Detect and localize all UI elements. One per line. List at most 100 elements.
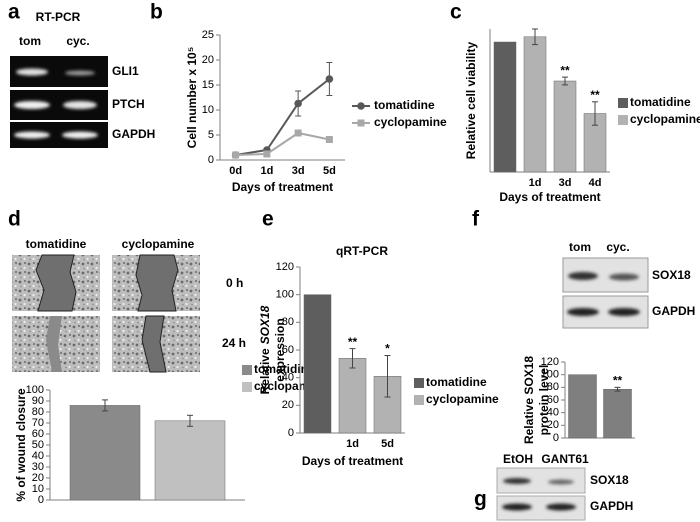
y-tick-label: 5 (208, 129, 214, 141)
bar (523, 36, 547, 173)
gel-band (14, 101, 50, 109)
y-tick-label: 0 (208, 154, 214, 166)
y-tick-label: 10 (32, 483, 44, 495)
data-point (325, 136, 333, 143)
y-tick-label: 0 (38, 494, 44, 506)
legend-label: cyclopamine (426, 392, 499, 406)
blot-g: EtOH GANT61 SOX18 GAPDH (496, 452, 633, 521)
y-tick-label: 100 (276, 289, 294, 301)
y-tick-label: 40 (547, 407, 559, 419)
wound-gap (141, 315, 167, 373)
y-tick-label: 120 (541, 356, 559, 368)
bar (154, 420, 226, 501)
y-tick-label: 40 (32, 450, 44, 462)
panel-letter: f (472, 208, 480, 231)
column-label: cyclopamine (122, 237, 195, 251)
legend-label: cyclopamine (374, 115, 447, 129)
row-label: SOX18 (590, 473, 629, 487)
gel-band (14, 131, 50, 139)
blot-band (546, 503, 576, 511)
y-tick-label: 80 (282, 316, 294, 328)
x-tick-label: 4d (589, 177, 602, 189)
bar (553, 80, 577, 173)
y-axis-label: % of wound closure (14, 388, 28, 502)
gel-band (63, 101, 97, 109)
significance: ** (560, 63, 570, 77)
y-tick-label: 80 (32, 406, 44, 418)
panel-letter: a (8, 1, 20, 24)
y-tick-label: 20 (282, 399, 294, 411)
y-axis-label-part: protein level (537, 365, 551, 436)
data-point (294, 99, 302, 108)
gel-a: RT-PCR tom cyc. GLI1 PTCH GAPDH (10, 10, 155, 148)
x-tick-label: 0d (229, 165, 242, 177)
gel-band (62, 131, 98, 139)
chart-title: qRT-PCR (336, 244, 388, 258)
blot-band (609, 273, 639, 281)
legend-swatch (242, 382, 252, 392)
y-axis-label-part: Relative (258, 348, 272, 394)
bar (493, 41, 517, 173)
row-label: GAPDH (590, 499, 633, 513)
y-axis-label-part: expression (273, 318, 287, 381)
y-tick-label: 20 (202, 54, 214, 66)
series-line (235, 131, 330, 156)
blot-band (503, 478, 531, 484)
lane-label: tom (19, 34, 41, 48)
x-axis-label: Days of treatment (302, 454, 403, 468)
y-tick-label: 90 (32, 395, 44, 407)
significance: ** (613, 374, 623, 388)
row-label: GAPDH (652, 304, 695, 318)
wound-gap (35, 254, 77, 312)
legend-label: tomatidine (374, 98, 435, 112)
row-label: GAPDH (112, 127, 155, 141)
legend-swatch (414, 378, 424, 388)
legend-label: tomatidine (630, 95, 691, 109)
panel-letter: g (474, 488, 487, 511)
blot-band (502, 503, 532, 511)
y-tick-label: 50 (32, 439, 44, 451)
data-point (325, 75, 334, 83)
series-line (235, 78, 330, 156)
legend-label: tomatidine (426, 375, 487, 389)
y-tick-label: 100 (26, 384, 44, 396)
row-label: PTCH (112, 97, 145, 111)
y-tick-label: 25 (202, 29, 214, 41)
data-point (263, 150, 271, 158)
y-tick-label: 10 (202, 104, 214, 116)
legend-label: cyclopamine (630, 112, 700, 126)
y-tick-label: 100 (541, 369, 559, 381)
y-tick-label: 40 (282, 372, 294, 384)
panel-letter: d (8, 208, 21, 231)
charts: 0 5 10 15 20 25 0d 1d 3d 5d Days of treatment Cell … (14, 28, 700, 506)
lane-label: tom (569, 240, 591, 254)
panel-letter: c (450, 1, 462, 24)
blot-title: RT-PCR (36, 10, 81, 24)
legend-swatch (414, 395, 424, 405)
y-axis-label: protein level (537, 365, 551, 436)
y-tick-label: 0 (288, 427, 294, 439)
x-tick-label: 5d (381, 438, 394, 450)
y-tick-label: 60 (32, 428, 44, 440)
y-tick-label: 120 (276, 261, 294, 273)
wound-images: tomatidine cyclopamine 0 h 24 h (12, 237, 246, 373)
significance: ** (590, 88, 600, 102)
blot-band (567, 308, 599, 316)
panel-letter: e (262, 208, 274, 231)
y-tick-label: 20 (32, 472, 44, 484)
y-tick-label: 70 (32, 417, 44, 429)
x-tick-label: 3d (292, 165, 305, 177)
blot-f: tom cyc. SOX18 GAPDH (562, 240, 695, 329)
row-label: 0 h (226, 276, 243, 290)
bar (568, 374, 597, 439)
wound-gap (46, 316, 62, 372)
legend-swatch (618, 115, 628, 125)
row-label: GLI1 (112, 64, 139, 78)
legend-swatch (618, 98, 628, 108)
x-tick-label: 1d (346, 438, 359, 450)
x-tick-label: 1d (529, 177, 542, 189)
bar (603, 388, 632, 439)
x-tick-label: 1d (260, 165, 273, 177)
y-axis-label: Cell number x 10⁵ (185, 47, 199, 149)
bar (303, 294, 332, 434)
